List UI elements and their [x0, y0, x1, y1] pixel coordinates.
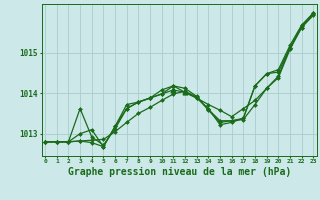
X-axis label: Graphe pression niveau de la mer (hPa): Graphe pression niveau de la mer (hPa) [68, 167, 291, 177]
